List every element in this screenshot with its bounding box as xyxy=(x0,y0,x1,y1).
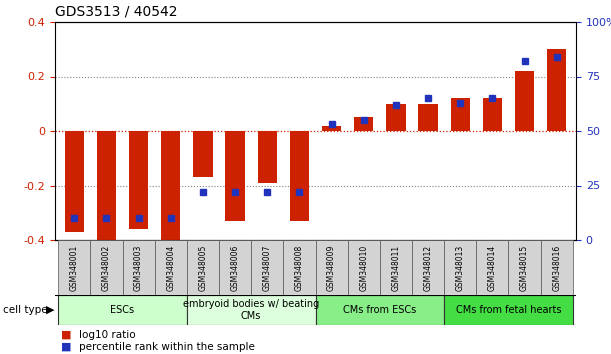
Bar xyxy=(419,104,437,131)
Bar xyxy=(284,240,315,295)
Bar xyxy=(290,131,309,221)
Bar xyxy=(315,295,444,325)
Text: GSM348014: GSM348014 xyxy=(488,244,497,291)
Bar xyxy=(315,240,348,295)
Bar xyxy=(541,240,573,295)
Bar xyxy=(483,98,502,131)
Text: ■: ■ xyxy=(61,342,71,352)
Bar xyxy=(123,240,155,295)
Bar xyxy=(444,295,573,325)
Text: GSM348005: GSM348005 xyxy=(199,244,208,291)
Text: GSM348013: GSM348013 xyxy=(456,244,465,291)
Text: GDS3513 / 40542: GDS3513 / 40542 xyxy=(55,5,178,18)
Bar xyxy=(90,240,123,295)
Text: GSM348009: GSM348009 xyxy=(327,244,336,291)
Text: ESCs: ESCs xyxy=(111,305,134,315)
Text: percentile rank within the sample: percentile rank within the sample xyxy=(79,342,255,352)
Text: GSM348016: GSM348016 xyxy=(552,244,562,291)
Bar xyxy=(219,240,251,295)
Bar xyxy=(412,240,444,295)
Bar xyxy=(161,131,180,243)
Text: GSM348010: GSM348010 xyxy=(359,244,368,291)
Bar xyxy=(258,131,277,183)
Text: ■: ■ xyxy=(61,330,71,340)
Bar xyxy=(225,131,245,221)
Text: CMs from fetal hearts: CMs from fetal hearts xyxy=(456,305,562,315)
Bar xyxy=(450,98,470,131)
Bar xyxy=(348,240,380,295)
Text: GSM348008: GSM348008 xyxy=(295,244,304,291)
Bar xyxy=(187,240,219,295)
Bar xyxy=(129,131,148,229)
Bar xyxy=(354,118,373,131)
Bar xyxy=(155,240,187,295)
Text: ▶: ▶ xyxy=(46,305,54,315)
Bar xyxy=(508,240,541,295)
Text: GSM348015: GSM348015 xyxy=(520,244,529,291)
Text: GSM348012: GSM348012 xyxy=(423,244,433,291)
Text: GSM348002: GSM348002 xyxy=(102,244,111,291)
Bar xyxy=(65,131,84,232)
Bar xyxy=(193,131,213,177)
Text: GSM348001: GSM348001 xyxy=(70,244,79,291)
Bar xyxy=(477,240,508,295)
Bar xyxy=(547,49,566,131)
Text: GSM348007: GSM348007 xyxy=(263,244,272,291)
Bar xyxy=(251,240,284,295)
Text: GSM348003: GSM348003 xyxy=(134,244,143,291)
Text: cell type: cell type xyxy=(3,305,48,315)
Bar xyxy=(386,104,406,131)
Text: log10 ratio: log10 ratio xyxy=(79,330,136,340)
Bar xyxy=(58,240,90,295)
Text: GSM348006: GSM348006 xyxy=(230,244,240,291)
Bar xyxy=(97,131,116,240)
Bar xyxy=(515,71,534,131)
Bar xyxy=(58,295,187,325)
Text: GSM348011: GSM348011 xyxy=(392,244,400,291)
Bar xyxy=(322,126,341,131)
Text: CMs from ESCs: CMs from ESCs xyxy=(343,305,417,315)
Bar xyxy=(444,240,477,295)
Bar xyxy=(187,295,315,325)
Text: embryoid bodies w/ beating
CMs: embryoid bodies w/ beating CMs xyxy=(183,299,320,321)
Text: GSM348004: GSM348004 xyxy=(166,244,175,291)
Bar xyxy=(380,240,412,295)
